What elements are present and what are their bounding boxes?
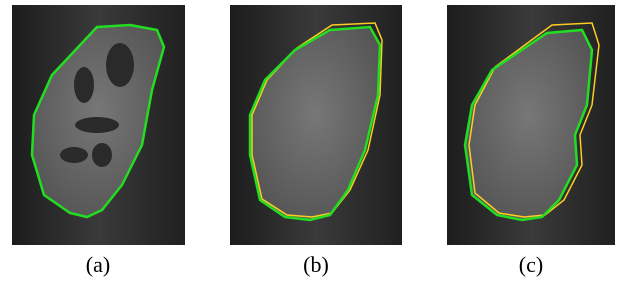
panel-label: (c) bbox=[519, 252, 543, 277]
page: {"panels": [{"label": "(a)"}, {"label": … bbox=[0, 0, 617, 284]
panel-c bbox=[447, 5, 615, 245]
panel-b bbox=[230, 5, 402, 245]
panel-a bbox=[12, 5, 185, 245]
panel-label: (a) bbox=[86, 252, 110, 277]
panel-label: (b) bbox=[303, 252, 329, 277]
figure: (a) (b) (c) bbox=[0, 0, 617, 284]
